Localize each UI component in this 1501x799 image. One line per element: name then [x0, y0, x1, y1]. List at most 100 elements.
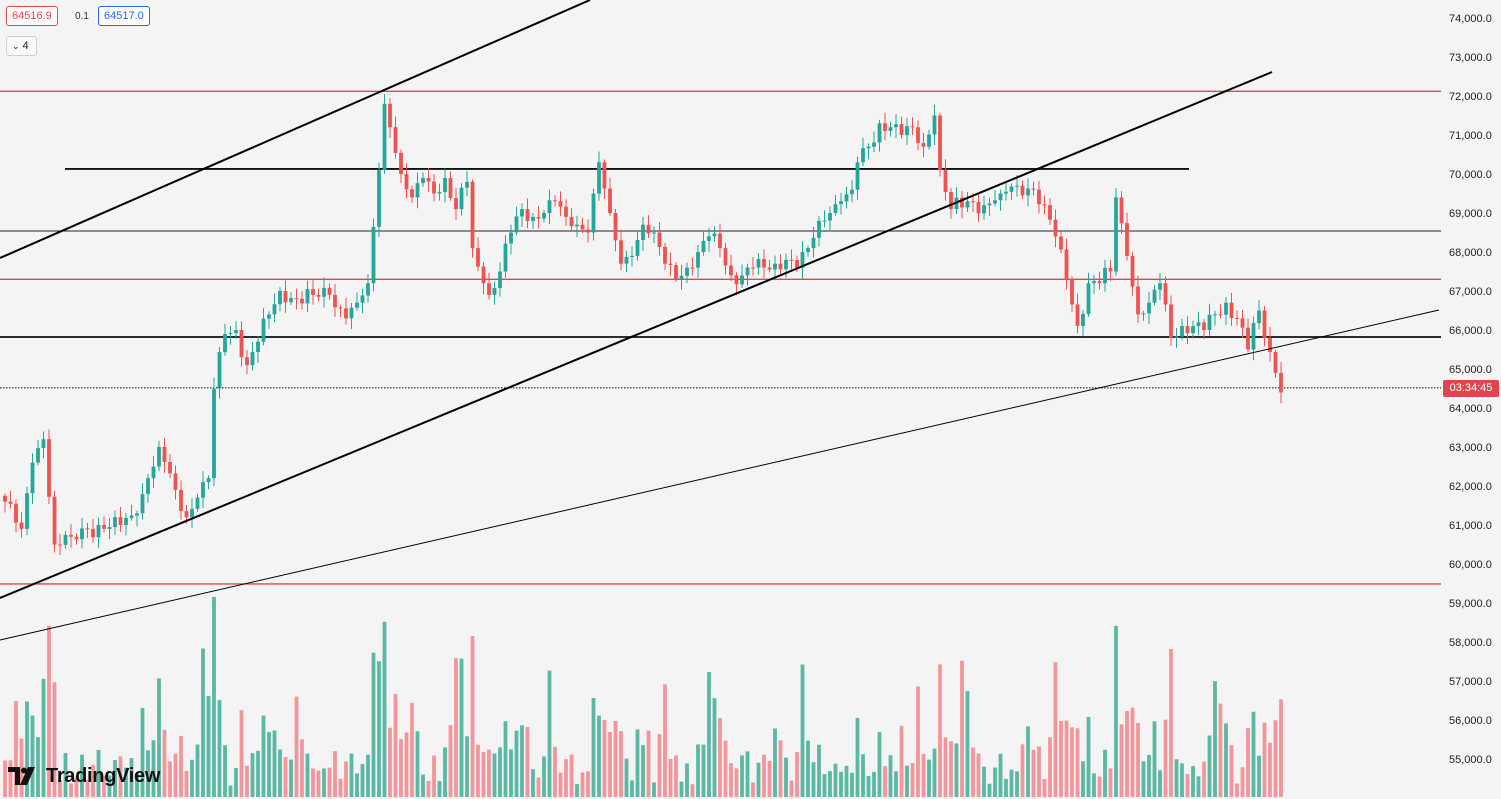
candle-body: [976, 202, 981, 214]
price-tick-label: 62,000.0: [1449, 481, 1492, 493]
candle-body: [613, 213, 618, 241]
volume-bar: [685, 763, 689, 797]
candle-body: [971, 201, 975, 203]
volume-bar: [135, 773, 139, 797]
candle-body: [547, 200, 552, 213]
candle-body: [349, 307, 354, 319]
volume-bar: [756, 762, 761, 797]
volume-bar: [179, 735, 183, 797]
candle-body: [410, 189, 414, 198]
price-tick-label: 60,000.0: [1449, 559, 1492, 571]
candle-body: [811, 237, 816, 249]
volume-bar: [1235, 783, 1239, 797]
volume-bar: [14, 700, 18, 797]
trend-line: [0, 309, 1440, 641]
volume-bar: [487, 749, 491, 797]
volume-bar: [1037, 746, 1041, 797]
volume-bar: [514, 730, 519, 797]
candle-body: [85, 528, 90, 530]
bid-price-box[interactable]: 64516.9: [6, 6, 58, 26]
candle-body: [96, 524, 101, 538]
price-axis-panel[interactable]: [1441, 0, 1501, 799]
tradingview-logo-icon: [8, 767, 35, 785]
candle-body: [278, 291, 282, 305]
volume-bar: [1004, 778, 1008, 797]
candle-body: [1207, 314, 1212, 330]
candle-body: [206, 478, 211, 483]
volume-bar: [1053, 662, 1058, 797]
volume-bar: [745, 751, 750, 797]
volume-bar: [938, 664, 942, 797]
candle-body: [316, 294, 321, 297]
candle-body: [635, 239, 640, 256]
candle-body: [168, 461, 172, 474]
candle-body: [19, 522, 24, 529]
volume-bar: [272, 730, 277, 797]
candle-body: [47, 439, 51, 497]
price-tick-label: 59,000.0: [1449, 598, 1492, 610]
candle-body: [679, 275, 684, 280]
price-tick-label: 64,000.0: [1449, 403, 1492, 415]
volume-bar: [965, 691, 970, 797]
volume-bar: [481, 751, 486, 797]
trend-lines[interactable]: [0, 0, 1440, 641]
volume-bar: [80, 754, 84, 797]
candle-body: [118, 517, 123, 525]
candle-body: [773, 263, 777, 270]
volume-bar: [223, 745, 227, 797]
candle-body: [454, 198, 458, 210]
volume-bar: [1119, 724, 1124, 797]
volume-bar: [542, 756, 546, 797]
volume-bar: [1026, 726, 1030, 797]
candle-body: [822, 220, 827, 222]
volume-bar: [256, 750, 260, 797]
volume-bar: [300, 739, 304, 797]
candle-body: [657, 232, 662, 247]
volume-bar: [767, 760, 772, 797]
candle-body: [1196, 322, 1201, 327]
candle-body: [421, 177, 425, 184]
candle-body: [542, 213, 546, 219]
candle-body: [52, 496, 57, 545]
candle-body: [146, 478, 150, 495]
candle-body: [558, 201, 563, 207]
volume-bar: [1086, 717, 1091, 797]
indicators-toggle-button[interactable]: ⌄ 4: [6, 36, 37, 56]
candle-body: [1009, 186, 1014, 192]
volume-bar: [646, 730, 651, 797]
candle-body: [41, 439, 46, 449]
candle-body: [668, 263, 673, 266]
candle-body: [190, 508, 194, 518]
volume-bar: [36, 737, 40, 797]
volume-bar: [888, 755, 893, 797]
candle-body: [195, 497, 200, 509]
volume-bar: [679, 781, 684, 797]
price-axis[interactable]: 74,000.0 73,000.0 72,000.0 71,000.0 70,000.0…: [1449, 13, 1492, 766]
volume-bar: [729, 763, 733, 797]
candle-body: [228, 333, 233, 335]
volume-bar: [1213, 681, 1217, 797]
volume-bar: [1070, 727, 1074, 797]
volume-bar: [437, 781, 442, 797]
volume-bar: [619, 731, 623, 797]
candle-body: [1020, 185, 1025, 196]
candle-body: [140, 494, 145, 514]
volume-bar: [597, 715, 601, 797]
candle-body: [360, 295, 365, 303]
volume-bar: [250, 753, 255, 797]
candle-body: [3, 495, 7, 502]
candle-body: [1108, 267, 1113, 272]
ask-price-box[interactable]: 64517.0: [98, 6, 150, 26]
candle-body: [300, 298, 304, 304]
volume-bar: [85, 779, 90, 797]
tradingview-logo[interactable]: TradingView: [8, 764, 160, 788]
candle-body: [1015, 185, 1019, 187]
price-tick-label: 55,000.0: [1449, 754, 1492, 766]
volume-bar: [124, 767, 128, 797]
candle-body: [916, 127, 920, 144]
candle-body: [1240, 318, 1245, 328]
price-tick-label: 73,000.0: [1449, 52, 1492, 64]
candle-body: [239, 330, 244, 358]
